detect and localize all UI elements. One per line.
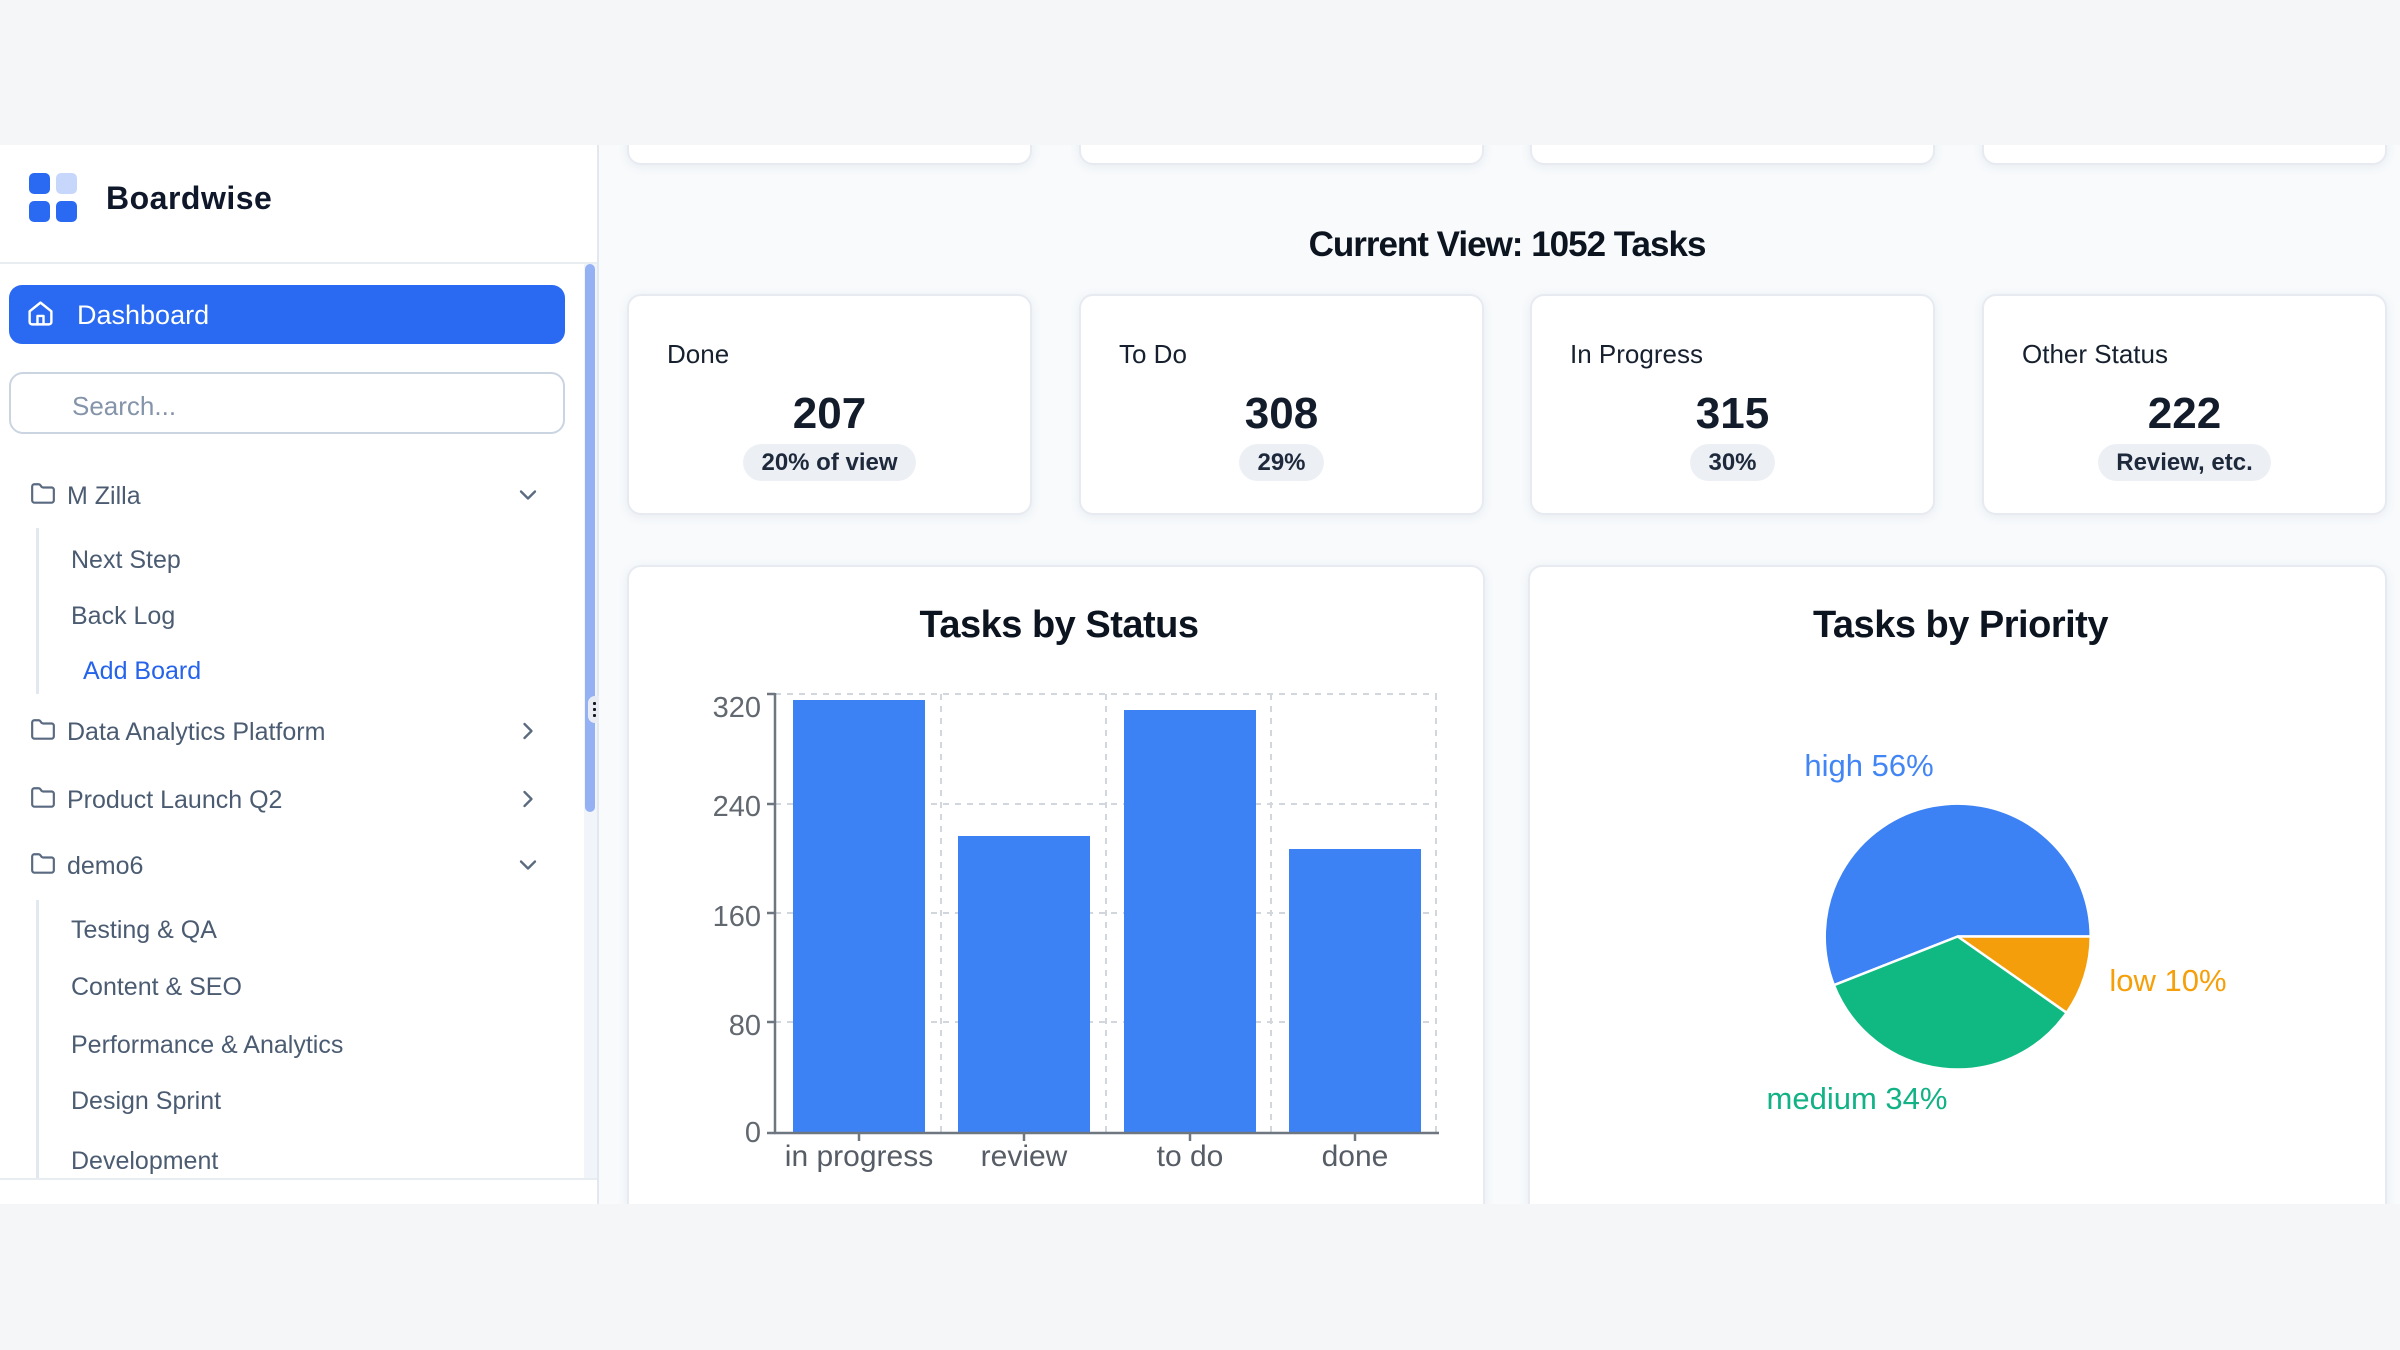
- svg-text:review: review: [981, 1140, 1068, 1173]
- svg-text:in progress: in progress: [785, 1140, 933, 1173]
- svg-text:160: 160: [713, 901, 761, 933]
- svg-text:80: 80: [729, 1010, 761, 1042]
- svg-text:high 56%: high 56%: [1804, 748, 1933, 783]
- svg-text:0: 0: [745, 1117, 761, 1149]
- svg-text:320: 320: [713, 692, 761, 724]
- svg-text:to do: to do: [1157, 1140, 1224, 1173]
- svg-text:low 10%: low 10%: [2109, 963, 2226, 998]
- svg-text:medium 34%: medium 34%: [1767, 1081, 1948, 1116]
- svg-text:done: done: [1322, 1140, 1389, 1173]
- svg-text:240: 240: [713, 791, 761, 823]
